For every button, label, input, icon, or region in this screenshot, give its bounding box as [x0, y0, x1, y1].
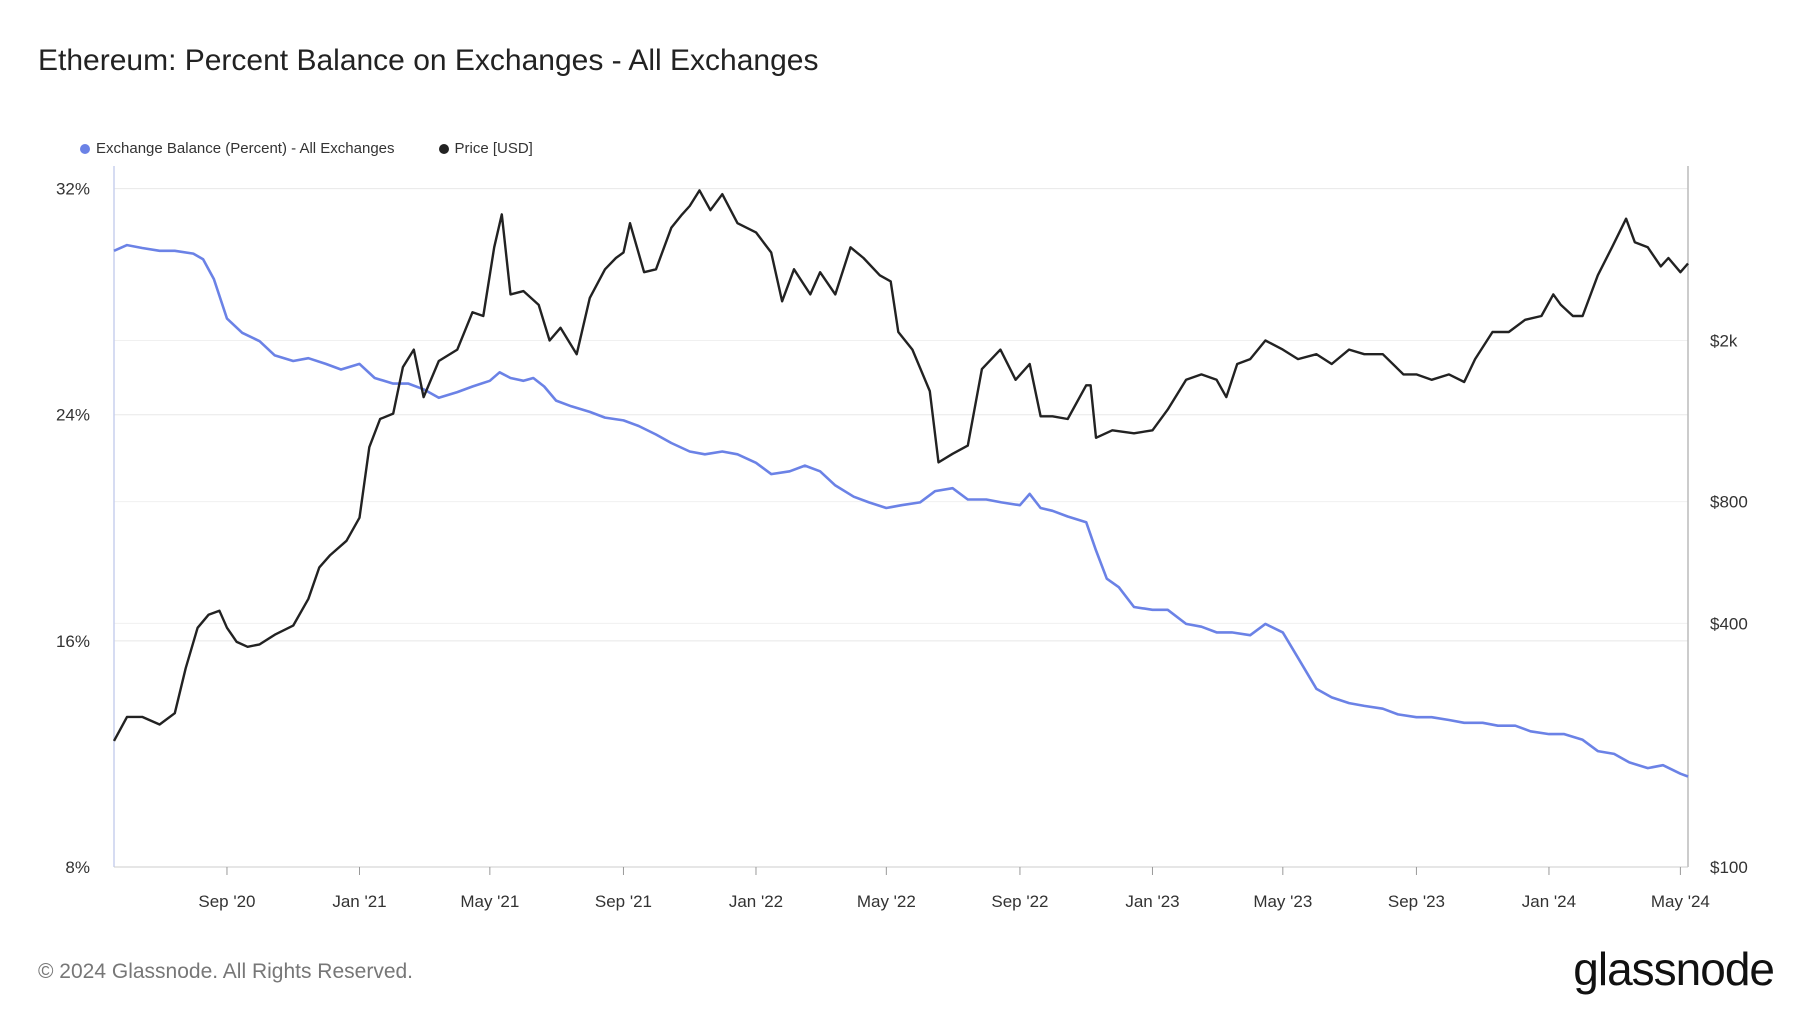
x-tick-label: Jan '21 — [332, 892, 386, 911]
y-right-tick-label: $400 — [1710, 614, 1748, 633]
legend-label-price: Price [USD] — [454, 140, 533, 157]
x-tick-label: May '23 — [1253, 892, 1312, 911]
legend-item-balance[interactable]: Exchange Balance (Percent) - All Exchang… — [80, 140, 395, 157]
legend: Exchange Balance (Percent) - All Exchang… — [80, 140, 533, 157]
y-right-tick-label: $100 — [1710, 858, 1748, 877]
y-left-tick-label: 8% — [65, 858, 90, 877]
y-right-tick-label: $800 — [1710, 493, 1748, 512]
x-tick-label: Jan '24 — [1522, 892, 1576, 911]
legend-item-price[interactable]: Price [USD] — [438, 140, 533, 157]
x-tick-label: May '24 — [1651, 892, 1710, 911]
legend-dot-balance — [80, 143, 90, 154]
x-tick-label: Sep '20 — [198, 892, 255, 911]
y-left-tick-label: 32% — [56, 180, 90, 199]
y-left-tick-label: 24% — [56, 406, 90, 425]
series-line-price — [112, 189, 1689, 742]
legend-label-balance: Exchange Balance (Percent) - All Exchang… — [96, 140, 395, 157]
x-tick-label: Jan '22 — [729, 892, 783, 911]
x-tick-label: May '21 — [460, 892, 519, 911]
legend-dot-price — [438, 143, 449, 154]
y-right-tick-label: $2k — [1710, 332, 1738, 351]
x-tick-label: Jan '23 — [1125, 892, 1179, 911]
x-tick-label: May '22 — [857, 892, 916, 911]
chart-title: Ethereum: Percent Balance on Exchanges -… — [38, 44, 819, 77]
y-left-tick-label: 16% — [56, 632, 90, 651]
x-tick-label: Sep '21 — [595, 892, 652, 911]
series-line-exchange-balance — [113, 243, 1689, 778]
x-tick-label: Sep '22 — [991, 892, 1048, 911]
x-tick-label: Sep '23 — [1388, 892, 1445, 911]
copyright-footer: © 2024 Glassnode. All Rights Reserved. — [38, 960, 414, 983]
brand-logo: glassnode — [1573, 943, 1775, 995]
